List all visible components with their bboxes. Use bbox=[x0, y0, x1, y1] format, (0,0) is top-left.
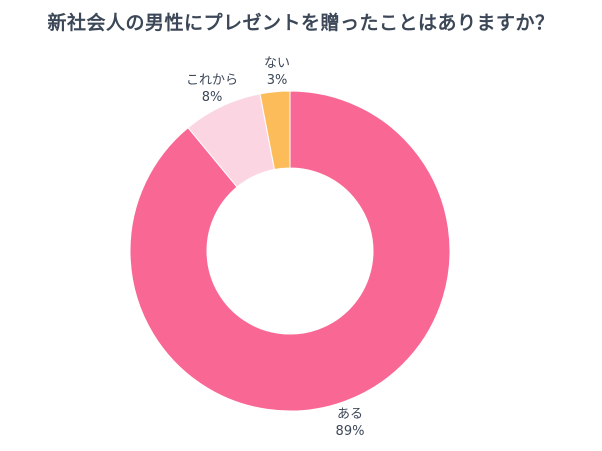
slice-3 bbox=[259, 90, 291, 171]
donut-slices bbox=[129, 90, 451, 412]
slice-1 bbox=[129, 90, 451, 412]
slice-value-label: 3% bbox=[267, 73, 288, 88]
slice-value-label: 89% bbox=[336, 424, 365, 439]
slice-category-label: これから bbox=[186, 73, 238, 88]
chart-title: 新社会人の男性にプレゼントを贈ったことはありますか？ bbox=[47, 12, 555, 34]
slice-labels: ある 89% これから 8% ない 3% bbox=[186, 56, 364, 439]
slice-value-label: 8% bbox=[202, 90, 223, 105]
slice-category-label: ない bbox=[264, 56, 290, 71]
slice-category-label: ある bbox=[337, 407, 363, 422]
